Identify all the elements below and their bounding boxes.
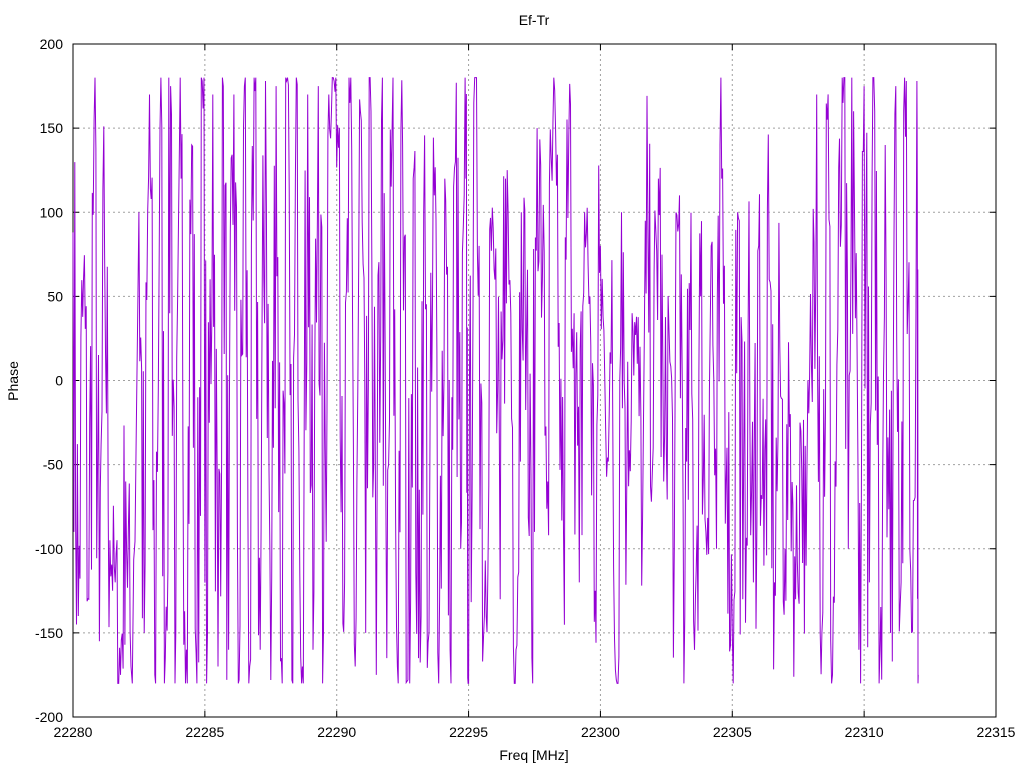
y-tick-label: 50 xyxy=(47,288,63,304)
x-axis-label: Freq [MHz] xyxy=(499,747,568,763)
axis-ticks: 22280 22285 22290 22295 22300 22305 22310 22315… xyxy=(35,36,1016,740)
y-tick-label: -150 xyxy=(35,625,63,641)
x-tick-label: 22280 xyxy=(54,724,93,740)
x-tick-label: 22290 xyxy=(317,724,356,740)
series-layer xyxy=(72,77,919,685)
y-tick-label: -50 xyxy=(43,457,63,473)
x-tick-label: 22300 xyxy=(581,724,620,740)
y-tick-label: -100 xyxy=(35,541,63,557)
y-tick-label: 100 xyxy=(40,204,64,220)
y-tick-label: 200 xyxy=(40,36,64,52)
y-tick-label: 150 xyxy=(40,120,64,136)
series-line-phase xyxy=(72,77,919,685)
y-tick-label: 0 xyxy=(55,373,63,389)
y-tick-label: -200 xyxy=(35,709,63,725)
x-tick-label: 22295 xyxy=(449,724,488,740)
x-tick-label: 22305 xyxy=(713,724,752,740)
x-tick-label: 22310 xyxy=(845,724,884,740)
x-tick-label: 22285 xyxy=(185,724,224,740)
chart-title: Ef-Tr xyxy=(519,12,550,28)
x-tick-label: 22315 xyxy=(977,724,1016,740)
y-axis-label: Phase xyxy=(5,361,21,401)
